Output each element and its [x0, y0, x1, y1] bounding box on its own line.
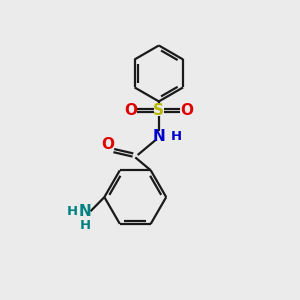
Text: N: N — [79, 204, 92, 219]
Text: O: O — [124, 103, 137, 118]
Text: S: S — [153, 103, 164, 118]
Text: N: N — [152, 129, 165, 144]
Text: H: H — [171, 130, 182, 143]
Text: H: H — [80, 220, 91, 232]
Text: H: H — [66, 205, 77, 218]
Text: O: O — [180, 103, 193, 118]
Text: O: O — [101, 136, 114, 152]
